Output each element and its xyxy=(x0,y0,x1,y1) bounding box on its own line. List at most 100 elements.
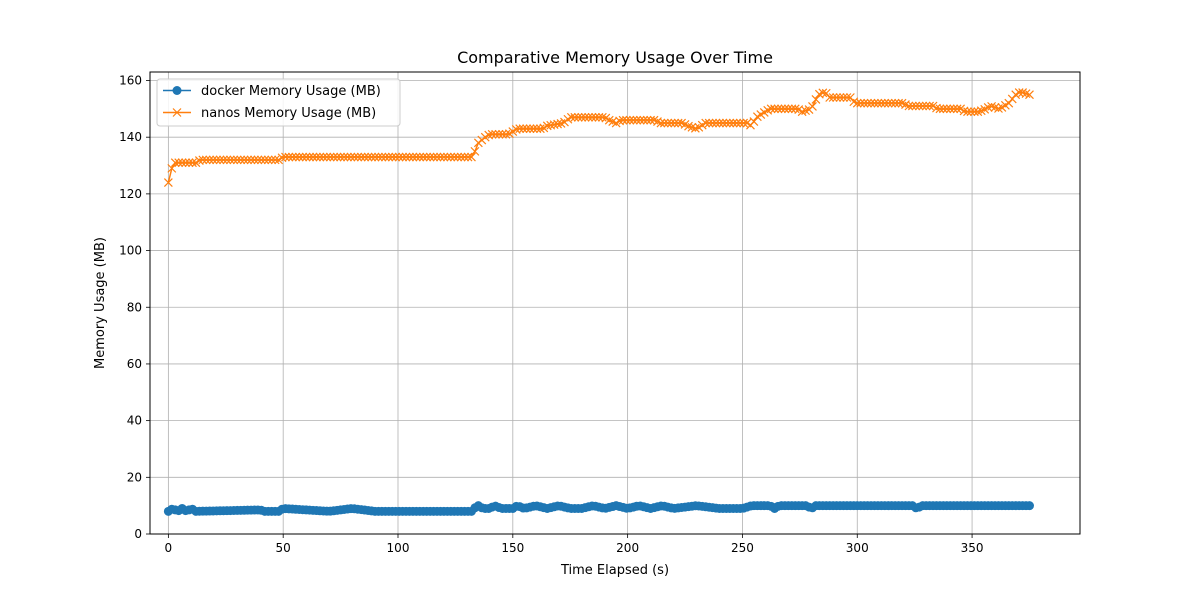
data-point-nanos xyxy=(921,101,931,111)
data-point-nanos xyxy=(456,152,466,162)
y-tick-label: 100 xyxy=(119,244,142,258)
data-point-nanos xyxy=(711,118,721,128)
data-point-nanos xyxy=(973,107,983,117)
data-point-nanos xyxy=(642,115,652,125)
data-point-nanos xyxy=(918,101,928,111)
data-point-nanos xyxy=(949,104,959,114)
x-tick-label: 0 xyxy=(165,541,173,555)
data-point-nanos xyxy=(790,104,800,114)
data-point-nanos xyxy=(549,120,559,130)
data-point-nanos xyxy=(656,118,666,128)
data-point-nanos xyxy=(422,152,432,162)
data-point-nanos xyxy=(349,152,359,162)
y-tick-label: 60 xyxy=(127,357,142,371)
data-point-nanos xyxy=(935,104,945,114)
data-point-nanos xyxy=(618,115,628,125)
legend-box xyxy=(156,78,401,127)
data-point-nanos xyxy=(859,98,869,108)
data-point-nanos xyxy=(291,152,301,162)
data-point-nanos xyxy=(408,152,418,162)
x-axis-label: Time Elapsed (s) xyxy=(560,563,669,578)
legend-label-docker: docker Memory Usage (MB) xyxy=(201,84,381,99)
data-point-nanos xyxy=(174,158,184,168)
data-point-nanos xyxy=(215,155,225,165)
y-tick-label: 20 xyxy=(127,470,142,484)
data-point-nanos xyxy=(460,152,470,162)
data-point-nanos xyxy=(666,118,676,128)
data-point-nanos xyxy=(852,98,862,108)
data-point-nanos xyxy=(453,152,463,162)
data-point-nanos xyxy=(887,98,897,108)
data-point-nanos xyxy=(384,152,394,162)
data-point-nanos xyxy=(942,104,952,114)
data-point-nanos xyxy=(305,152,315,162)
data-point-nanos xyxy=(429,152,439,162)
data-point-nanos xyxy=(315,152,325,162)
data-point-nanos xyxy=(866,98,876,108)
series-layer xyxy=(163,88,1034,516)
data-point-nanos xyxy=(308,152,318,162)
data-point-docker xyxy=(1024,501,1034,511)
data-point-nanos xyxy=(201,155,211,165)
data-point-nanos xyxy=(394,152,404,162)
data-point-nanos xyxy=(704,118,714,128)
data-point-nanos xyxy=(873,98,883,108)
data-point-nanos xyxy=(591,112,600,122)
data-point-nanos xyxy=(839,93,848,102)
data-point-nanos xyxy=(329,152,339,162)
data-point-nanos xyxy=(387,152,397,162)
data-point-nanos xyxy=(325,152,335,162)
data-point-nanos xyxy=(370,152,380,162)
data-point-nanos xyxy=(411,152,421,162)
data-point-nanos xyxy=(398,152,408,162)
data-point-nanos xyxy=(938,104,948,114)
data-point-nanos xyxy=(894,98,904,108)
data-point-nanos xyxy=(584,112,594,122)
data-point-nanos xyxy=(494,129,504,139)
legend-label-nanos: nanos Memory Usage (MB) xyxy=(201,106,376,121)
series-markers-nanos xyxy=(163,88,1034,187)
plot-area-frame xyxy=(149,71,1081,535)
data-point-nanos xyxy=(487,129,497,139)
data-point-nanos xyxy=(628,115,638,125)
data-point-nanos xyxy=(856,98,866,108)
data-point-nanos xyxy=(883,98,893,108)
data-point-nanos xyxy=(659,118,669,128)
data-point-nanos xyxy=(808,102,817,111)
data-point-nanos xyxy=(835,93,845,102)
data-point-nanos xyxy=(725,118,735,128)
data-point-nanos xyxy=(718,118,728,128)
data-point-nanos xyxy=(225,155,235,165)
data-point-nanos xyxy=(673,118,683,128)
data-point-nanos xyxy=(570,112,580,122)
data-point-nanos xyxy=(663,118,673,128)
data-point-nanos xyxy=(546,120,556,130)
data-point-nanos xyxy=(732,118,742,128)
y-tick-label: 80 xyxy=(127,300,142,314)
data-point-nanos xyxy=(243,155,253,165)
data-point-nanos xyxy=(880,98,890,108)
x-tick-label: 200 xyxy=(616,541,639,555)
data-point-nanos xyxy=(715,118,724,128)
data-point-nanos xyxy=(198,155,208,165)
data-point-nanos xyxy=(825,93,835,102)
data-point-nanos xyxy=(535,124,545,134)
data-point-nanos xyxy=(542,121,552,131)
data-point-nanos xyxy=(587,112,597,122)
data-point-nanos xyxy=(914,101,924,111)
x-tick-label: 350 xyxy=(961,541,984,555)
legend: docker Memory Usage (MB) nanos Memory Us… xyxy=(156,78,401,127)
x-tick-label: 100 xyxy=(387,541,410,555)
data-point-nanos xyxy=(405,152,414,162)
data-point-nanos xyxy=(232,155,242,165)
data-point-nanos xyxy=(646,115,656,125)
data-point-nanos xyxy=(391,152,401,162)
x-tick-label: 300 xyxy=(846,541,869,555)
chart-title: Comparative Memory Usage Over Time xyxy=(457,48,773,67)
data-point-nanos xyxy=(343,152,352,162)
data-point-nanos xyxy=(904,101,914,111)
data-point-nanos xyxy=(463,152,473,162)
data-point-nanos xyxy=(952,104,962,114)
data-point-nanos xyxy=(525,124,535,134)
data-point-nanos xyxy=(828,93,838,102)
